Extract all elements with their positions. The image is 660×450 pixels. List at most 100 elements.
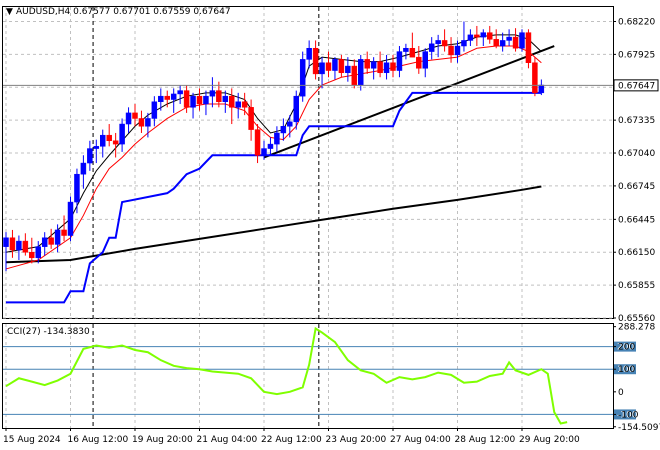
candle-body — [261, 148, 267, 156]
candle-body — [235, 101, 241, 108]
price-tick-label: 0.66445 — [618, 215, 655, 225]
candle-body — [338, 59, 345, 74]
candle-body — [22, 240, 29, 253]
candle-body — [203, 95, 209, 105]
channel-line — [6, 91, 542, 304]
cci-level-label: -100 — [617, 410, 638, 420]
chart-title: AUDUSD,H4 0.67577 0.67701 0.67559 0.6764… — [16, 7, 231, 17]
cci-grid — [5, 324, 523, 428]
candle-body — [216, 90, 222, 102]
candle-body — [351, 65, 358, 86]
candle-body — [312, 47, 319, 75]
candle-body — [248, 107, 254, 130]
candle-body — [274, 132, 280, 145]
candle-body — [293, 95, 299, 123]
candle-body — [306, 47, 312, 60]
cci-level-marker — [614, 364, 636, 375]
candle-body — [467, 34, 474, 41]
candle-body — [480, 32, 487, 38]
candle-body — [428, 43, 435, 52]
candle-body — [132, 112, 138, 119]
current-price-label: 0.67647 — [618, 81, 655, 91]
time-tick-label: 15 Aug 2024 — [3, 435, 61, 445]
candle-body — [499, 40, 506, 47]
candle-body — [158, 95, 164, 102]
candle-body — [461, 40, 467, 47]
cci-tick-label: 200 — [618, 343, 635, 353]
time-tick-label: 23 Aug 20:00 — [326, 435, 387, 445]
cci-series — [5, 326, 568, 425]
time-axis: 15 Aug 2024 16 Aug 12:00 19 Aug 20:00 21 Au… — [3, 428, 580, 445]
long-ma-line — [5, 185, 542, 264]
price-tick-label: 0.66150 — [618, 248, 655, 258]
candle-body — [151, 101, 158, 119]
price-tick-label: 0.68220 — [618, 17, 655, 27]
cci-tick-label: 288.278 — [618, 323, 655, 333]
candle-body — [267, 143, 274, 149]
price-axis: 0.682200.679250.676300.673350.670400.667… — [613, 17, 655, 324]
cci-level-label: 100 — [617, 365, 634, 375]
candle-body — [493, 39, 499, 47]
candle-body — [67, 201, 74, 236]
candle-body — [80, 162, 87, 175]
cci-tick-label: 100 — [618, 365, 635, 375]
candle-body — [319, 62, 325, 75]
candle-body — [441, 40, 448, 47]
time-tick-label: 16 Aug 12:00 — [68, 435, 129, 445]
cci-level-marker — [614, 409, 636, 420]
candle-body — [209, 90, 216, 97]
cci-level-label: 200 — [617, 343, 634, 353]
candle-body — [93, 146, 100, 149]
candle-body — [177, 90, 183, 95]
candle-body — [532, 62, 538, 94]
candle-body — [325, 62, 332, 71]
candle-body — [183, 90, 190, 108]
time-tick-label: 28 Aug 12:00 — [455, 435, 516, 445]
candle-body — [403, 47, 409, 52]
candle-body — [519, 32, 525, 49]
candle-body — [48, 237, 54, 245]
candle-body — [145, 118, 151, 127]
price-tick-label: 0.67335 — [618, 116, 655, 126]
time-tick-label: 27 Aug 04:00 — [390, 435, 451, 445]
candle-body — [358, 59, 364, 86]
price-tick-label: 0.67925 — [618, 50, 655, 60]
candle-body — [190, 95, 196, 108]
candle-body — [29, 251, 35, 259]
candle-body — [377, 61, 383, 74]
cci-panel-frame — [2, 323, 614, 429]
candle-body — [538, 84, 545, 94]
candle-body — [112, 140, 119, 145]
price-tick-label: 0.66745 — [618, 182, 655, 192]
candle-body — [454, 45, 461, 56]
candle-body — [229, 95, 235, 108]
chart-title-arrow-icon: ▼ — [6, 7, 13, 17]
candle-body — [390, 62, 396, 71]
candle-body — [345, 65, 351, 74]
candle-body — [287, 121, 293, 127]
cci-title: CCI(27) -134.3830 — [7, 327, 90, 337]
candle-body — [525, 32, 532, 63]
candle-body — [299, 59, 306, 97]
candle-body — [100, 134, 106, 147]
time-tick-label: 22 Aug 12:00 — [261, 435, 322, 445]
candle-body — [422, 51, 428, 69]
candle-body — [54, 229, 61, 245]
price-tick-label: 0.67040 — [618, 149, 655, 159]
candle-body — [332, 59, 338, 71]
candle-body — [370, 61, 377, 69]
candle-body — [487, 32, 493, 40]
candle-body — [138, 118, 145, 127]
candle-body — [3, 237, 9, 247]
candle-body — [106, 134, 112, 142]
candle-body — [119, 123, 125, 145]
candle-body — [222, 95, 229, 102]
time-tick-label: 21 Aug 04:00 — [197, 435, 258, 445]
time-tick-label: 29 Aug 20:00 — [519, 435, 580, 445]
candle-body — [506, 36, 512, 41]
price-tick-label: 0.65560 — [618, 314, 655, 324]
candle-body — [383, 62, 390, 74]
candle-body — [241, 101, 248, 108]
cci-level-marker — [614, 341, 636, 352]
